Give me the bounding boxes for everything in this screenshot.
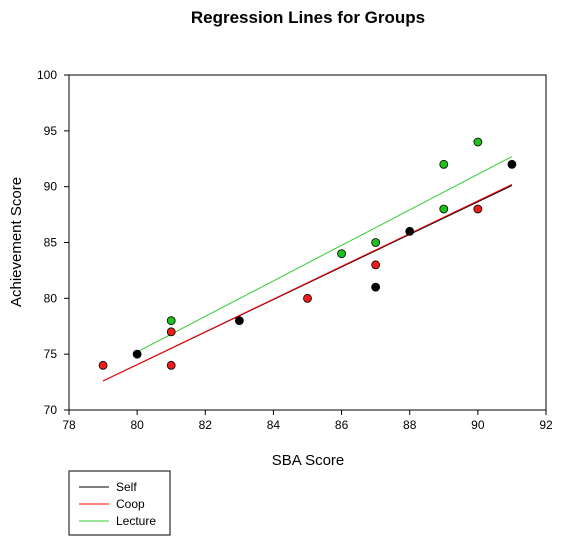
point-coop (98, 360, 108, 370)
x-tick-label: 78 (62, 418, 76, 432)
point-coop (371, 260, 381, 270)
x-axis-label: SBA Score (272, 452, 345, 469)
point-lecture (166, 316, 176, 326)
x-tick-label: 80 (130, 418, 144, 432)
point-self (132, 349, 142, 359)
x-tick-label: 82 (199, 418, 213, 432)
plot-area (68, 74, 547, 411)
y-tick-label: 95 (44, 124, 58, 138)
point-coop (473, 204, 483, 214)
legend-label-lecture: Lecture (116, 514, 156, 528)
x-tick-label: 90 (471, 418, 485, 432)
point-lecture (439, 159, 449, 169)
point-lecture (337, 249, 346, 259)
y-tick-label: 100 (37, 68, 57, 82)
data-points (98, 137, 517, 370)
legend: Self Coop Lecture (68, 470, 171, 536)
legend-box (68, 470, 171, 536)
x-tick-label: 92 (539, 418, 553, 432)
point-coop (303, 293, 312, 303)
point-self (507, 159, 517, 169)
y-tick-label: 70 (44, 403, 58, 417)
x-tick-label: 88 (403, 418, 417, 432)
point-coop (166, 360, 176, 370)
point-self (371, 282, 381, 292)
y-axis: 70 75 80 85 90 95 100 (37, 68, 69, 417)
point-lecture (371, 238, 381, 247)
x-axis: 78 80 82 84 86 88 90 92 (62, 410, 553, 432)
point-self (405, 226, 415, 236)
y-tick-label: 80 (44, 291, 58, 305)
legend-label-coop: Coop (116, 497, 145, 511)
regression-lines (102, 156, 513, 382)
point-lecture (439, 204, 449, 214)
regression-line-coop (102, 183, 513, 382)
y-tick-label: 75 (44, 347, 58, 361)
y-tick-label: 90 (44, 180, 58, 194)
regression-line-lecture (136, 156, 513, 353)
legend-label-self: Self (116, 480, 137, 494)
x-tick-label: 84 (267, 418, 281, 432)
point-self (234, 316, 244, 326)
point-lecture (473, 137, 483, 147)
x-tick-label: 86 (335, 418, 349, 432)
point-coop (166, 327, 176, 337)
y-axis-label: Achievement Score (8, 177, 25, 307)
chart-title: Regression Lines for Groups (191, 8, 425, 27)
y-tick-label: 85 (44, 236, 58, 250)
